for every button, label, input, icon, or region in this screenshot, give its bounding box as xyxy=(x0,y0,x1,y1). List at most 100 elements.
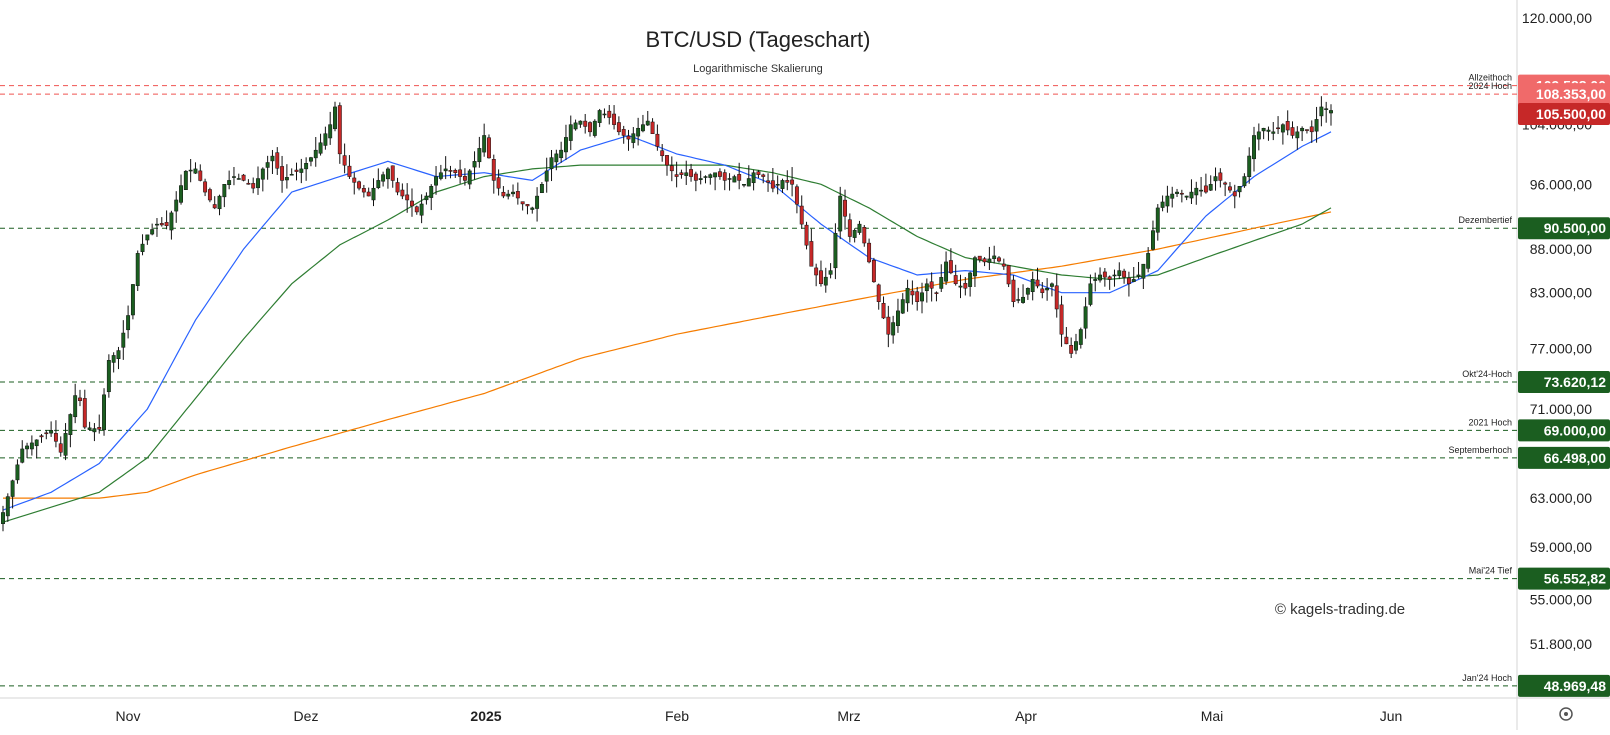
candle-body xyxy=(116,350,121,359)
candle-body xyxy=(915,291,920,302)
candle-body xyxy=(275,152,280,169)
level-badge xyxy=(1518,419,1610,442)
candle-body xyxy=(867,242,872,263)
candle-body xyxy=(1040,288,1045,293)
candle-body xyxy=(597,110,602,123)
candle-body xyxy=(1045,287,1050,291)
candle-body xyxy=(20,448,25,463)
candle-body xyxy=(948,260,953,274)
candle-body xyxy=(169,212,174,231)
level-label: Okt'24-Hoch xyxy=(1462,369,1512,379)
candle-body xyxy=(482,135,487,153)
candle-body xyxy=(843,199,847,217)
candle-body xyxy=(1309,126,1314,133)
level-badge xyxy=(1518,446,1610,469)
candle-body xyxy=(34,439,39,447)
level-label: 2021 Hoch xyxy=(1468,417,1512,427)
candle-body xyxy=(756,171,761,175)
candle-body xyxy=(1083,306,1088,329)
candle-body xyxy=(1170,193,1175,199)
candle-body xyxy=(1189,191,1194,199)
candle-body xyxy=(857,223,862,233)
candle-body xyxy=(53,433,58,442)
candle-body xyxy=(717,171,722,177)
candle-body xyxy=(847,219,852,237)
y-tick-label: 88.000,00 xyxy=(1530,241,1592,257)
candle-body xyxy=(1203,185,1208,193)
candle-body xyxy=(111,355,116,363)
candle-body xyxy=(97,426,102,430)
candle-body xyxy=(1102,271,1107,278)
candle-body xyxy=(501,191,506,197)
candle-body xyxy=(462,176,467,181)
candle-body xyxy=(612,113,617,125)
candle-body xyxy=(1021,296,1026,303)
candle-body xyxy=(424,195,429,201)
moving-averages xyxy=(2,131,1332,523)
candle-body xyxy=(1228,186,1232,191)
candle-body xyxy=(496,177,501,189)
candle-body xyxy=(1131,279,1136,282)
candle-body xyxy=(313,149,318,159)
candle-body xyxy=(549,157,554,169)
watermark: © kagels-trading.de xyxy=(1275,601,1405,618)
candlesticks xyxy=(1,96,1333,532)
candle-body xyxy=(1295,131,1300,139)
candle-body xyxy=(1199,189,1204,192)
candle-body xyxy=(1179,192,1184,195)
x-tick-label[interactable]: Feb xyxy=(665,708,689,724)
candle-body xyxy=(564,137,568,153)
candle-body xyxy=(130,284,135,316)
x-tick-label[interactable]: Jun xyxy=(1380,708,1403,724)
candle-body xyxy=(73,395,78,418)
candle-body xyxy=(799,205,804,225)
candle-body xyxy=(770,180,775,189)
candle-body xyxy=(1271,131,1276,134)
candle-body xyxy=(222,184,227,198)
candle-body xyxy=(896,310,900,326)
candle-body xyxy=(929,281,934,289)
x-tick-label[interactable]: Nov xyxy=(116,708,141,724)
time-axis[interactable]: Nov Dez 2025 Feb Mrz Apr Mai Jun xyxy=(116,708,1403,724)
candle-body xyxy=(573,122,578,130)
x-tick-label[interactable]: Apr xyxy=(1015,708,1037,724)
candle-body xyxy=(328,124,333,139)
candle-body xyxy=(1266,129,1271,132)
ma-long-line xyxy=(3,211,1332,499)
level-label: Septemberhoch xyxy=(1448,445,1512,455)
y-tick-label: 55.000,00 xyxy=(1530,591,1592,607)
candle-body xyxy=(376,180,381,188)
candle-body xyxy=(1175,191,1179,194)
x-tick-label[interactable]: 2025 xyxy=(470,708,501,724)
candle-body xyxy=(934,292,939,294)
candle-body xyxy=(814,267,819,276)
candle-body xyxy=(1006,265,1011,285)
candle-body xyxy=(304,163,309,170)
candle-body xyxy=(790,179,795,185)
candle-body xyxy=(284,177,289,181)
settings-icon[interactable] xyxy=(1559,707,1573,721)
level-badge-value: 56.552,82 xyxy=(1544,571,1606,587)
x-tick-label[interactable]: Dez xyxy=(294,708,319,724)
x-tick-label[interactable]: Mai xyxy=(1201,708,1224,724)
candle-body xyxy=(1054,285,1059,310)
candle-body xyxy=(592,120,597,136)
candle-body xyxy=(318,142,323,154)
candle-body xyxy=(1141,263,1146,279)
candle-body xyxy=(385,168,390,180)
candle-body xyxy=(722,172,727,181)
candle-body xyxy=(1290,127,1295,136)
candle-body xyxy=(472,161,477,168)
candle-body xyxy=(193,168,198,174)
candle-body xyxy=(559,149,564,159)
y-tick-label: 96.000,00 xyxy=(1530,176,1592,192)
candle-body xyxy=(650,121,655,134)
candle-body xyxy=(1001,263,1006,267)
candle-body xyxy=(337,105,342,155)
x-tick-label[interactable]: Mrz xyxy=(837,708,860,724)
candle-body xyxy=(900,299,905,314)
candle-body xyxy=(458,169,463,177)
candle-body xyxy=(679,172,684,175)
candle-body xyxy=(82,398,87,428)
